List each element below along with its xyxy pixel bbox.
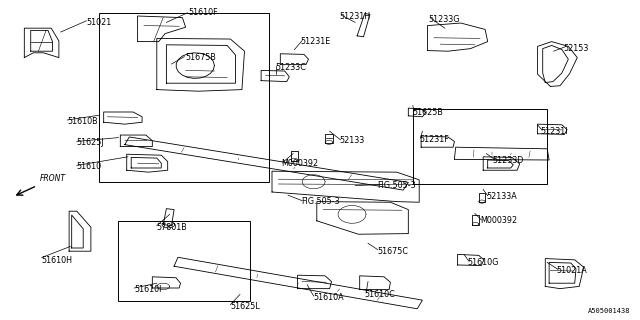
Text: 51610I: 51610I [134,285,162,294]
Text: 51233G: 51233G [429,15,460,24]
Text: 51625L: 51625L [230,302,260,311]
Bar [413,109,547,184]
Text: 51021: 51021 [86,18,111,27]
Text: 51021A: 51021A [557,266,588,275]
Text: 51610F: 51610F [189,8,218,17]
Text: 51231H: 51231H [339,12,371,20]
Text: 51610B: 51610B [67,117,98,126]
Text: 51233D: 51233D [493,156,524,164]
Text: A505001438: A505001438 [588,308,630,314]
Text: 51625J: 51625J [77,138,104,147]
Text: 51610G: 51610G [467,258,499,267]
Text: 51675C: 51675C [378,247,408,256]
Bar [99,13,269,182]
Text: 51610C: 51610C [365,290,396,299]
Text: 52133: 52133 [339,136,364,145]
Text: FIG.505-3: FIG.505-3 [301,197,339,206]
Text: 51610: 51610 [77,162,102,171]
Text: 51231F: 51231F [419,135,449,144]
Text: 52153: 52153 [563,44,589,52]
Text: 51625B: 51625B [413,108,444,116]
Text: FRONT: FRONT [40,174,66,183]
Text: FIG.505-3: FIG.505-3 [378,181,416,190]
Text: 51610H: 51610H [42,256,72,265]
Text: 57801B: 57801B [157,223,188,232]
Text: 52133A: 52133A [486,192,517,201]
Text: 51675B: 51675B [186,53,216,62]
Bar [118,221,250,301]
Text: 51231E: 51231E [301,37,331,46]
Text: 51233C: 51233C [275,63,306,72]
Text: M000392: M000392 [282,159,319,168]
Text: 51610A: 51610A [314,293,344,302]
Text: 51231I: 51231I [541,127,568,136]
Text: M000392: M000392 [480,216,517,225]
